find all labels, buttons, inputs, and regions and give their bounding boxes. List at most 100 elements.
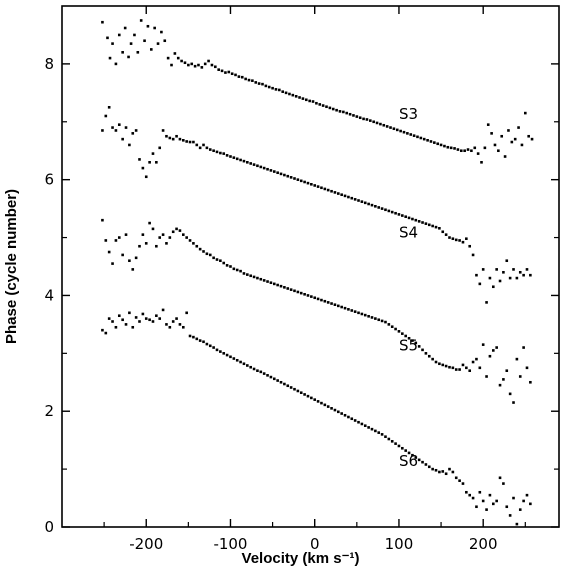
data-point <box>360 312 364 316</box>
data-point <box>141 233 145 236</box>
data-point <box>347 415 350 419</box>
data-point <box>279 380 283 384</box>
data-point <box>394 211 397 215</box>
data-point <box>525 268 529 271</box>
labels-layer: -200 -100 0 100 200 0 2 4 6 8 Velocity (km s⁻¹) Pha… <box>3 55 498 567</box>
data-point <box>431 224 434 228</box>
data-point <box>121 318 124 322</box>
data-point <box>438 470 441 474</box>
data-point <box>276 171 279 175</box>
data-point <box>230 72 234 76</box>
data-point <box>114 62 118 66</box>
data-point <box>229 355 232 359</box>
data-point <box>171 137 175 141</box>
data-point <box>451 366 455 370</box>
data-point <box>104 331 108 335</box>
data-point <box>330 302 333 305</box>
data-point <box>436 142 439 146</box>
data-point <box>454 368 458 371</box>
data-point <box>178 229 182 232</box>
data-point <box>257 82 261 85</box>
data-point <box>367 426 370 429</box>
data-point <box>461 363 465 367</box>
data-point <box>384 320 387 324</box>
data-point <box>171 320 175 323</box>
data-point <box>449 146 453 150</box>
data-point <box>155 161 158 164</box>
data-point <box>530 137 534 141</box>
data-point <box>195 143 199 147</box>
data-point <box>232 357 236 360</box>
data-point <box>175 317 178 320</box>
data-point <box>377 318 381 322</box>
data-point <box>144 175 148 179</box>
data-point <box>185 140 188 143</box>
data-point <box>188 140 192 144</box>
data-point <box>134 316 138 319</box>
data-point <box>219 350 222 353</box>
data-point <box>389 126 392 129</box>
data-point <box>283 382 286 386</box>
series-label-s6: S6 <box>399 452 418 470</box>
data-point <box>227 70 231 74</box>
data-point <box>276 379 279 382</box>
data-point <box>525 493 529 497</box>
data-point <box>471 496 475 500</box>
data-point <box>281 90 285 93</box>
data-point <box>178 323 182 326</box>
data-point <box>320 401 323 405</box>
data-point <box>288 92 291 96</box>
data-point <box>239 158 242 162</box>
data-point <box>318 103 322 106</box>
data-point <box>520 143 524 147</box>
data-point <box>422 137 426 141</box>
data-point <box>121 137 124 141</box>
data-point <box>510 140 514 144</box>
data-point <box>404 334 407 338</box>
data-point <box>424 222 428 225</box>
data-point <box>402 130 406 134</box>
data-point <box>374 429 377 433</box>
data-point <box>360 422 364 426</box>
data-point <box>251 79 254 82</box>
data-point <box>299 391 303 394</box>
data-point <box>522 273 525 277</box>
data-point <box>168 236 172 239</box>
data-point <box>426 139 429 142</box>
data-point <box>401 214 404 217</box>
data-point <box>219 151 222 155</box>
data-point <box>220 69 224 73</box>
data-point <box>180 59 183 63</box>
data-point <box>131 268 135 271</box>
data-point <box>134 256 138 260</box>
data-point <box>279 284 283 288</box>
data-point <box>390 210 394 214</box>
data-point <box>407 451 411 455</box>
data-point <box>161 233 165 236</box>
data-point <box>490 132 493 135</box>
data-point <box>224 71 227 74</box>
data-point <box>483 146 487 150</box>
data-point <box>401 446 404 450</box>
data-point <box>296 178 300 181</box>
data-point <box>198 146 202 150</box>
data-point <box>375 121 379 125</box>
data-point <box>269 169 273 172</box>
data-point <box>404 215 407 219</box>
data-point <box>310 182 313 186</box>
data-point <box>291 93 295 97</box>
data-point <box>246 364 249 367</box>
data-point <box>244 77 247 81</box>
data-point <box>117 33 121 37</box>
data-point <box>141 166 145 170</box>
data-point <box>249 365 252 369</box>
data-point <box>424 352 428 355</box>
data-point <box>283 286 286 289</box>
data-point <box>128 259 131 263</box>
data-point <box>485 508 488 511</box>
data-point <box>347 308 350 311</box>
data-point <box>222 352 226 355</box>
data-point <box>527 134 530 138</box>
data-point <box>380 207 384 210</box>
data-point <box>468 369 472 372</box>
